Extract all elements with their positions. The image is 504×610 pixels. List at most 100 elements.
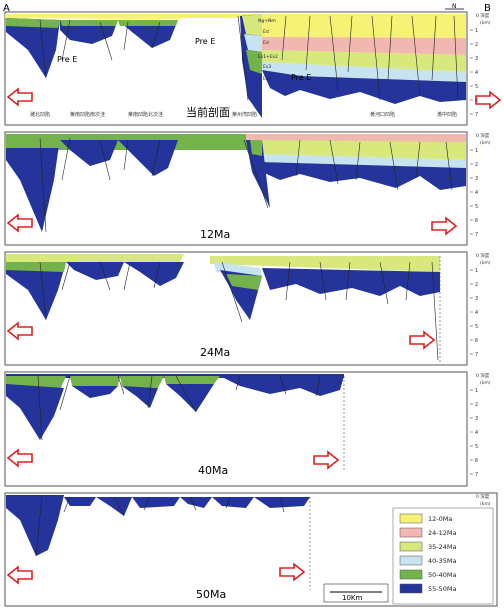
- basin-name: 渤中凹陷: [437, 111, 457, 118]
- pre-e-label: Pre E: [57, 55, 77, 64]
- legend-swatch: [399, 527, 423, 538]
- formation-label: Ng+Nm: [258, 18, 276, 24]
- depth-tick-label: 2: [475, 282, 478, 288]
- depth-axis-unit: (km): [480, 501, 491, 507]
- depth-tick-label: 2: [475, 42, 478, 48]
- endpoint-b-label: B: [484, 3, 491, 14]
- formation-label: Es4: [263, 76, 271, 82]
- depth-axis-unit: (km): [480, 140, 491, 146]
- legend-label: 40-35Ma: [428, 557, 456, 565]
- formation-label: Es1+Es2: [258, 54, 278, 60]
- depth-axis-label: 0 深度: [476, 12, 490, 19]
- arrow-left-icon: [7, 322, 33, 340]
- depth-tick-label: 1: [475, 268, 478, 274]
- depth-axis-unit: (km): [480, 260, 491, 266]
- legend-swatch: [399, 541, 423, 552]
- panel-frame: [4, 251, 468, 366]
- panel-12ma: 12Ma: [4, 131, 468, 246]
- arrow-left-icon: [7, 88, 33, 106]
- scale-bar: 10Km: [323, 583, 389, 603]
- pre-e-label: Pre E: [291, 73, 311, 82]
- basin-name: 莱南凹陷南次洼: [70, 111, 105, 118]
- depth-tick-label: 5: [475, 204, 478, 210]
- panel-24ma: 24Ma: [4, 251, 468, 366]
- panel-title: 12Ma: [200, 228, 230, 241]
- depth-tick-label: 3: [475, 56, 478, 62]
- pre-e-labels: Pre E Pre E Pre E: [57, 37, 311, 82]
- depth-tick-label: 6: [475, 338, 478, 344]
- depth-tick-label: 2: [475, 162, 478, 168]
- depth-axis-label: 0 深度: [476, 372, 490, 379]
- panel-frame: [4, 492, 498, 607]
- depth-axis-label: 0 深度: [476, 252, 490, 259]
- depth-tick-label: 4: [475, 430, 478, 436]
- depth-tick-label: 1: [475, 148, 478, 154]
- legend-label: 35-24Ma: [428, 543, 456, 551]
- arrow-right-icon: [409, 331, 435, 349]
- formation-labels: Ng+Nm Ed Ed Es1+Es2 Es3 Es4: [258, 18, 278, 82]
- depth-tick-label: 1: [475, 388, 478, 394]
- basin-name: 莱南凹陷北次洼: [128, 111, 163, 118]
- depth-tick-label: 5: [475, 324, 478, 330]
- panel-title: 24Ma: [200, 346, 230, 359]
- depth-tick-label: 7: [475, 232, 478, 238]
- legend-swatch: [399, 555, 423, 566]
- panel-40ma: 40Ma: [4, 371, 468, 487]
- depth-tick-label: 7: [475, 472, 478, 478]
- legend-swatch: [399, 513, 423, 524]
- depth-tick-label: 5: [475, 444, 478, 450]
- depth-tick-label: 4: [475, 190, 478, 196]
- basin-name: 黄河口凹陷: [370, 111, 395, 118]
- endpoint-a-label: A: [3, 3, 10, 14]
- basin-name: 莱州湾凹陷: [232, 111, 257, 118]
- depth-tick-label: 6: [475, 218, 478, 224]
- legend-label: 55-50Ma: [428, 585, 456, 593]
- depth-tick-label: 7: [475, 112, 478, 118]
- arrow-left-icon: [7, 449, 33, 467]
- depth-tick-label: 3: [475, 296, 478, 302]
- depth-tick-label: 6: [475, 458, 478, 464]
- arrow-left-icon: [7, 214, 33, 232]
- basin-names: 潍北凹陷 莱南凹陷南次洼 莱南凹陷北次洼 莱州湾凹陷 黄河口凹陷 渤中凹陷: [30, 111, 457, 118]
- arrow-left-icon: [7, 566, 33, 584]
- depth-axis-unit: (km): [480, 380, 491, 386]
- panel-50ma: 50Ma: [4, 492, 498, 607]
- panel-frame: [4, 11, 468, 126]
- scale-bar-box: [323, 583, 389, 603]
- legend-label: 12-0Ma: [428, 515, 452, 523]
- legend-label: 50-40Ma: [428, 571, 456, 579]
- basin-name: 潍北凹陷: [30, 111, 50, 118]
- depth-tick-label: 4: [475, 310, 478, 316]
- panel-frame: [4, 371, 468, 487]
- arrow-right-icon: [475, 91, 501, 109]
- north-label: N: [452, 3, 457, 10]
- formation-label: Ed: [263, 29, 269, 35]
- scale-bar-label: 10Km: [342, 594, 362, 602]
- depth-tick-label: 3: [475, 416, 478, 422]
- formation-label: Es3: [263, 64, 271, 70]
- depth-axis-label: 0 深度: [476, 132, 490, 139]
- arrow-right-icon: [313, 451, 339, 469]
- depth-tick-label: 4: [475, 70, 478, 76]
- legend-label: 24-12Ma: [428, 529, 456, 537]
- panel-title: 50Ma: [196, 588, 226, 601]
- depth-tick-label: 2: [475, 402, 478, 408]
- legend: 12-0Ma 24-12Ma 35-24Ma 40-35Ma 50-40Ma 55-50M…: [392, 507, 494, 605]
- depth-tick-label: 3: [475, 176, 478, 182]
- panel-frame: [4, 131, 468, 246]
- depth-tick-label: 1: [475, 28, 478, 34]
- depth-tick-label: 5: [475, 84, 478, 90]
- pre-e-label: Pre E: [195, 37, 215, 46]
- formation-label: Ed: [263, 40, 269, 46]
- arrow-right-icon: [431, 217, 457, 235]
- depth-axis-unit: (km): [480, 20, 491, 26]
- panel-title: 40Ma: [198, 464, 228, 477]
- panel-present: Pre E Pre E Pre E Ng+Nm Ed Ed Es1+Es2 Es…: [4, 11, 501, 126]
- depth-tick-label: 6: [475, 98, 478, 104]
- panel-title: 当前剖面: [186, 105, 230, 119]
- depth-axis-label: 0 深度: [476, 493, 490, 500]
- arrow-right-icon: [279, 563, 305, 581]
- legend-swatch: [399, 583, 423, 594]
